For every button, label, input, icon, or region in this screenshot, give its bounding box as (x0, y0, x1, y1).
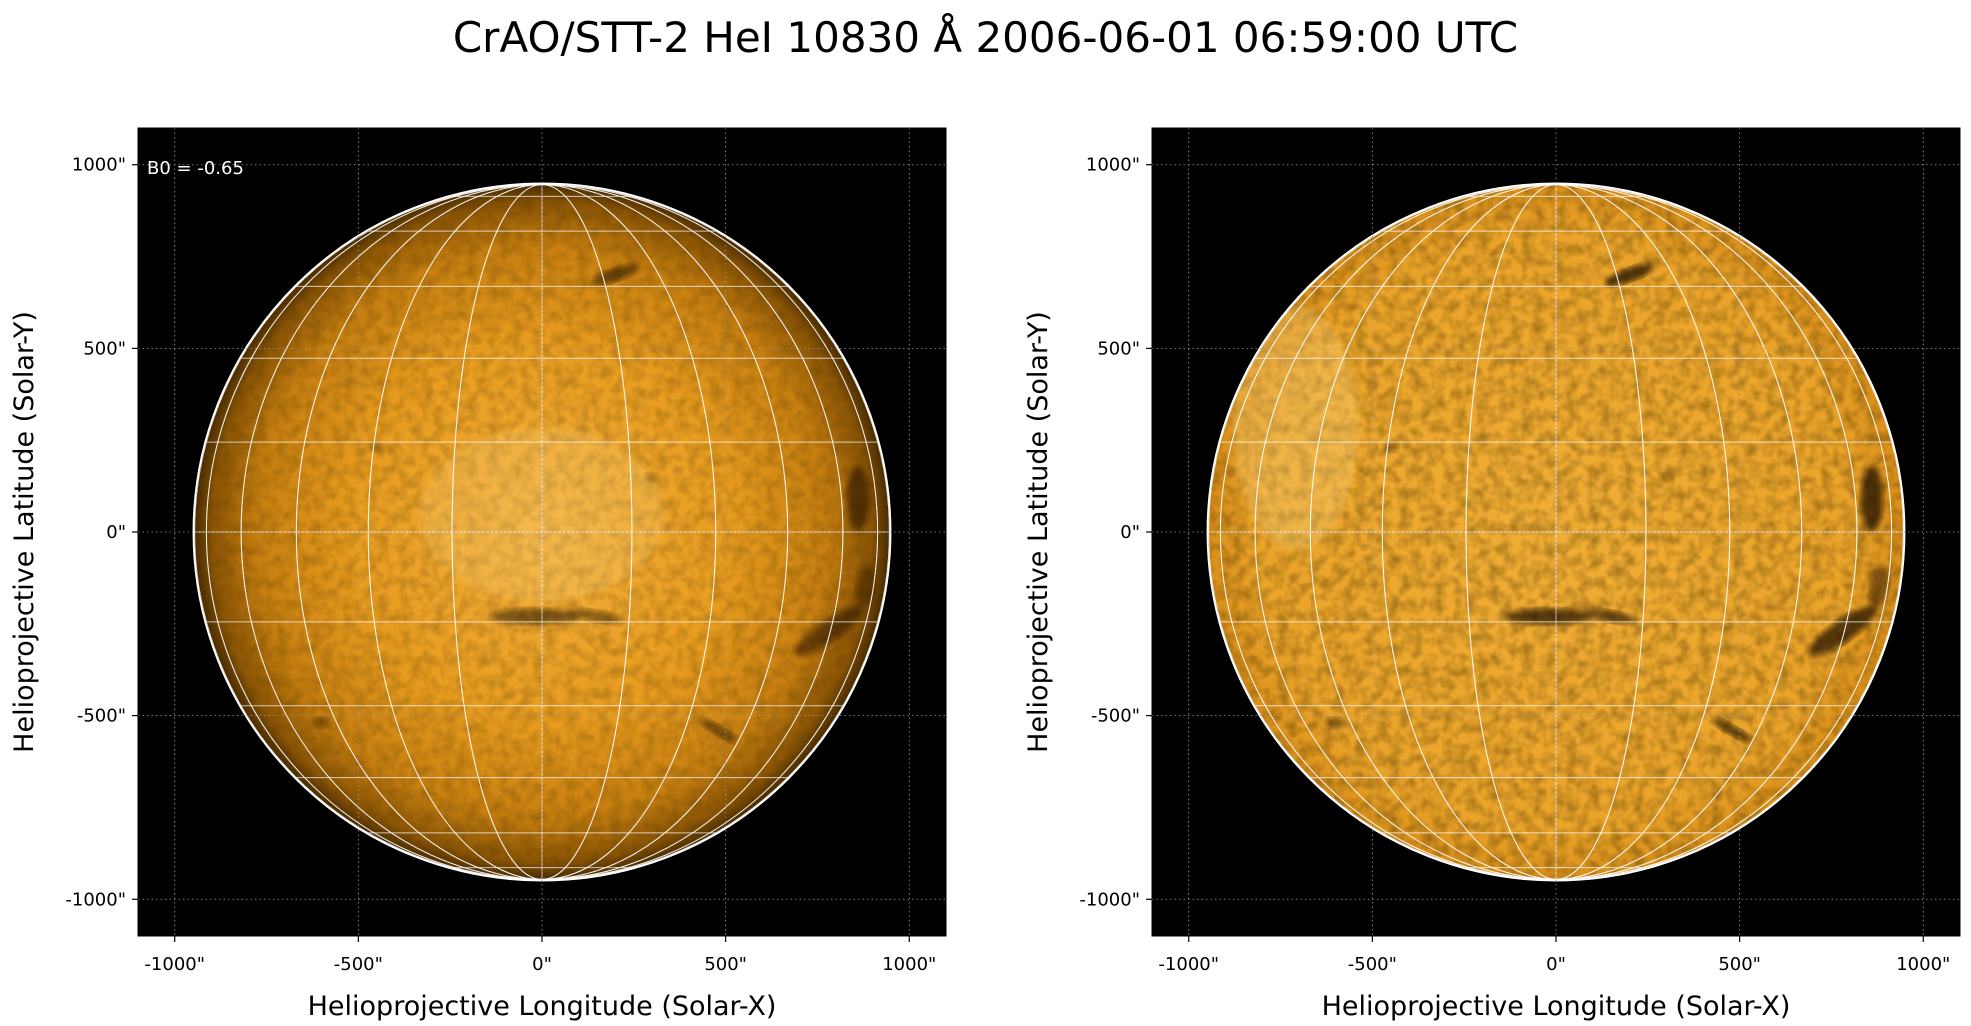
x-tick-label: 500" (1718, 954, 1761, 975)
x-tick-label: 0" (1546, 954, 1566, 975)
dark-filament (645, 472, 659, 482)
y-tick-label: -1000" (1079, 889, 1140, 910)
y-tick-label: 1000" (1086, 155, 1140, 176)
dark-filament (1808, 606, 1877, 657)
dark-filament (591, 264, 640, 286)
figure-title: CrAO/STT-2 HeI 10830 Å 2006-06-01 06:59:… (452, 13, 1519, 62)
right-tick-labels: -1000" -1000" -500" -500" 0" 0" 500" 500" 1000" 1… (1079, 127, 1961, 975)
right-x-axis-label: Helioprojective Longitude (Solar-X) (1322, 991, 1791, 1022)
left-panel: B0 = -0.65 -1000" -1000" -500" -500" 0" 0" 500… (9, 127, 947, 1022)
dark-filament (312, 717, 331, 729)
dark-filament (1659, 472, 1673, 482)
x-tick-label: 1000" (1896, 954, 1950, 975)
x-tick-label: -1000" (1158, 954, 1219, 975)
x-tick-label: 500" (704, 954, 747, 975)
x-tick-label: 0" (532, 954, 552, 975)
dark-filament (1585, 609, 1637, 624)
dark-filament (1504, 608, 1593, 625)
left-y-axis-label: Helioprojective Latitude (Solar-Y) (9, 311, 40, 753)
y-tick-label: 0" (106, 522, 126, 543)
left-tick-labels: -1000" -1000" -500" -500" 0" 0" 500" 500" 1000" 1… (65, 127, 947, 975)
dark-filament (490, 608, 579, 625)
dark-filament (1326, 717, 1345, 729)
y-tick-label: 0" (1120, 522, 1140, 543)
dark-filament (846, 465, 869, 532)
dark-filament (369, 442, 385, 453)
x-tick-label: -500" (334, 954, 383, 975)
left-x-axis-label: Helioprojective Longitude (Solar-X) (308, 991, 777, 1022)
left-b0-annotation: B0 = -0.65 (147, 158, 244, 179)
dark-filament (794, 606, 863, 657)
dark-filament (1713, 718, 1752, 743)
axes-frame (137, 127, 947, 937)
y-tick-label: -500" (1091, 706, 1140, 727)
y-tick-label: 1000" (72, 155, 126, 176)
dark-filament (1869, 565, 1890, 609)
x-tick-label: 1000" (882, 954, 936, 975)
y-tick-label: 500" (1097, 338, 1140, 359)
y-tick-label: -500" (77, 706, 126, 727)
dark-filament (1605, 264, 1654, 286)
axes-frame (1151, 127, 1961, 937)
dark-filament (855, 565, 876, 609)
y-tick-label: 500" (83, 338, 126, 359)
y-tick-label: -1000" (65, 889, 126, 910)
right-panel: -1000" -1000" -500" -500" 0" 0" 500" 500" 1000" 1… (1023, 127, 1961, 1022)
dark-filament (1383, 442, 1399, 453)
x-tick-label: -1000" (144, 954, 205, 975)
x-tick-label: -500" (1348, 954, 1397, 975)
right-y-axis-label: Helioprojective Latitude (Solar-Y) (1023, 311, 1054, 753)
dark-filament (571, 609, 623, 624)
dark-filament (699, 718, 738, 743)
dark-filament (1860, 465, 1883, 532)
